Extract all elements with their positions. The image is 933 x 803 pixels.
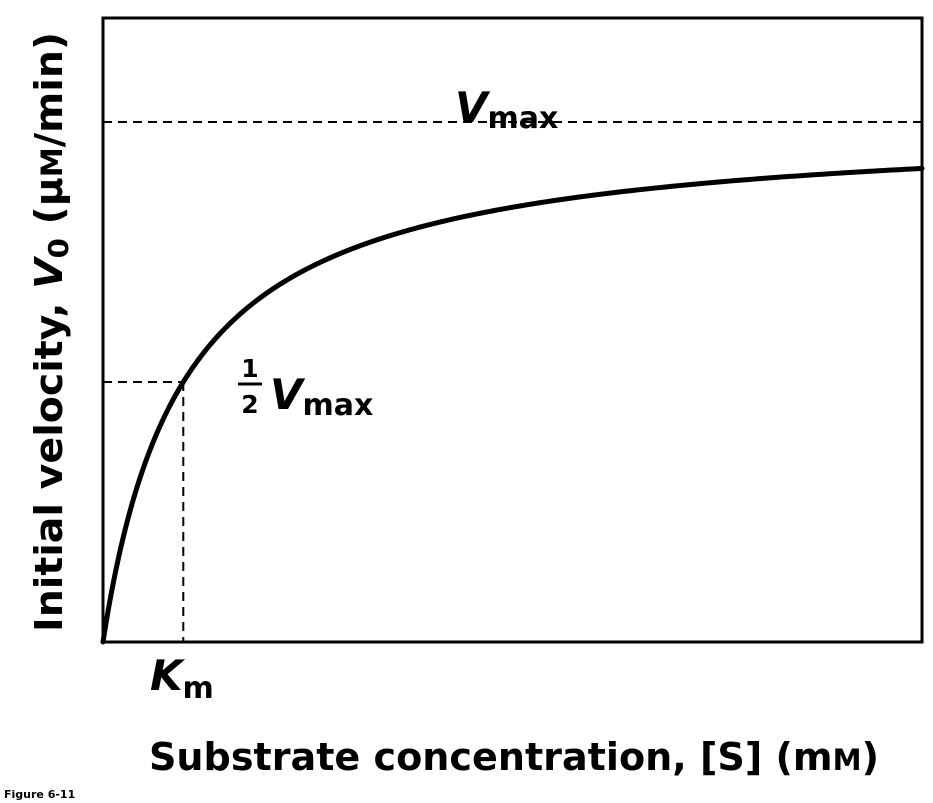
y-axis-title: Initial velocity, V0 (μM/min) [27,32,75,632]
half-denominator: 2 [241,390,258,419]
km-label: Km [150,651,214,706]
x-axis-title: Substrate concentration, [S] (mM) [149,735,879,779]
half-vmax-symbol: Vmax [270,370,373,423]
half-numerator: 1 [241,354,258,383]
vmax-label: Vmax [455,83,558,136]
figure-caption: Figure 6-11 [4,788,75,801]
plot-frame [101,16,924,644]
velocity-curve [100,165,925,645]
half-vmax-label: 1 2 Vmax [238,354,373,423]
